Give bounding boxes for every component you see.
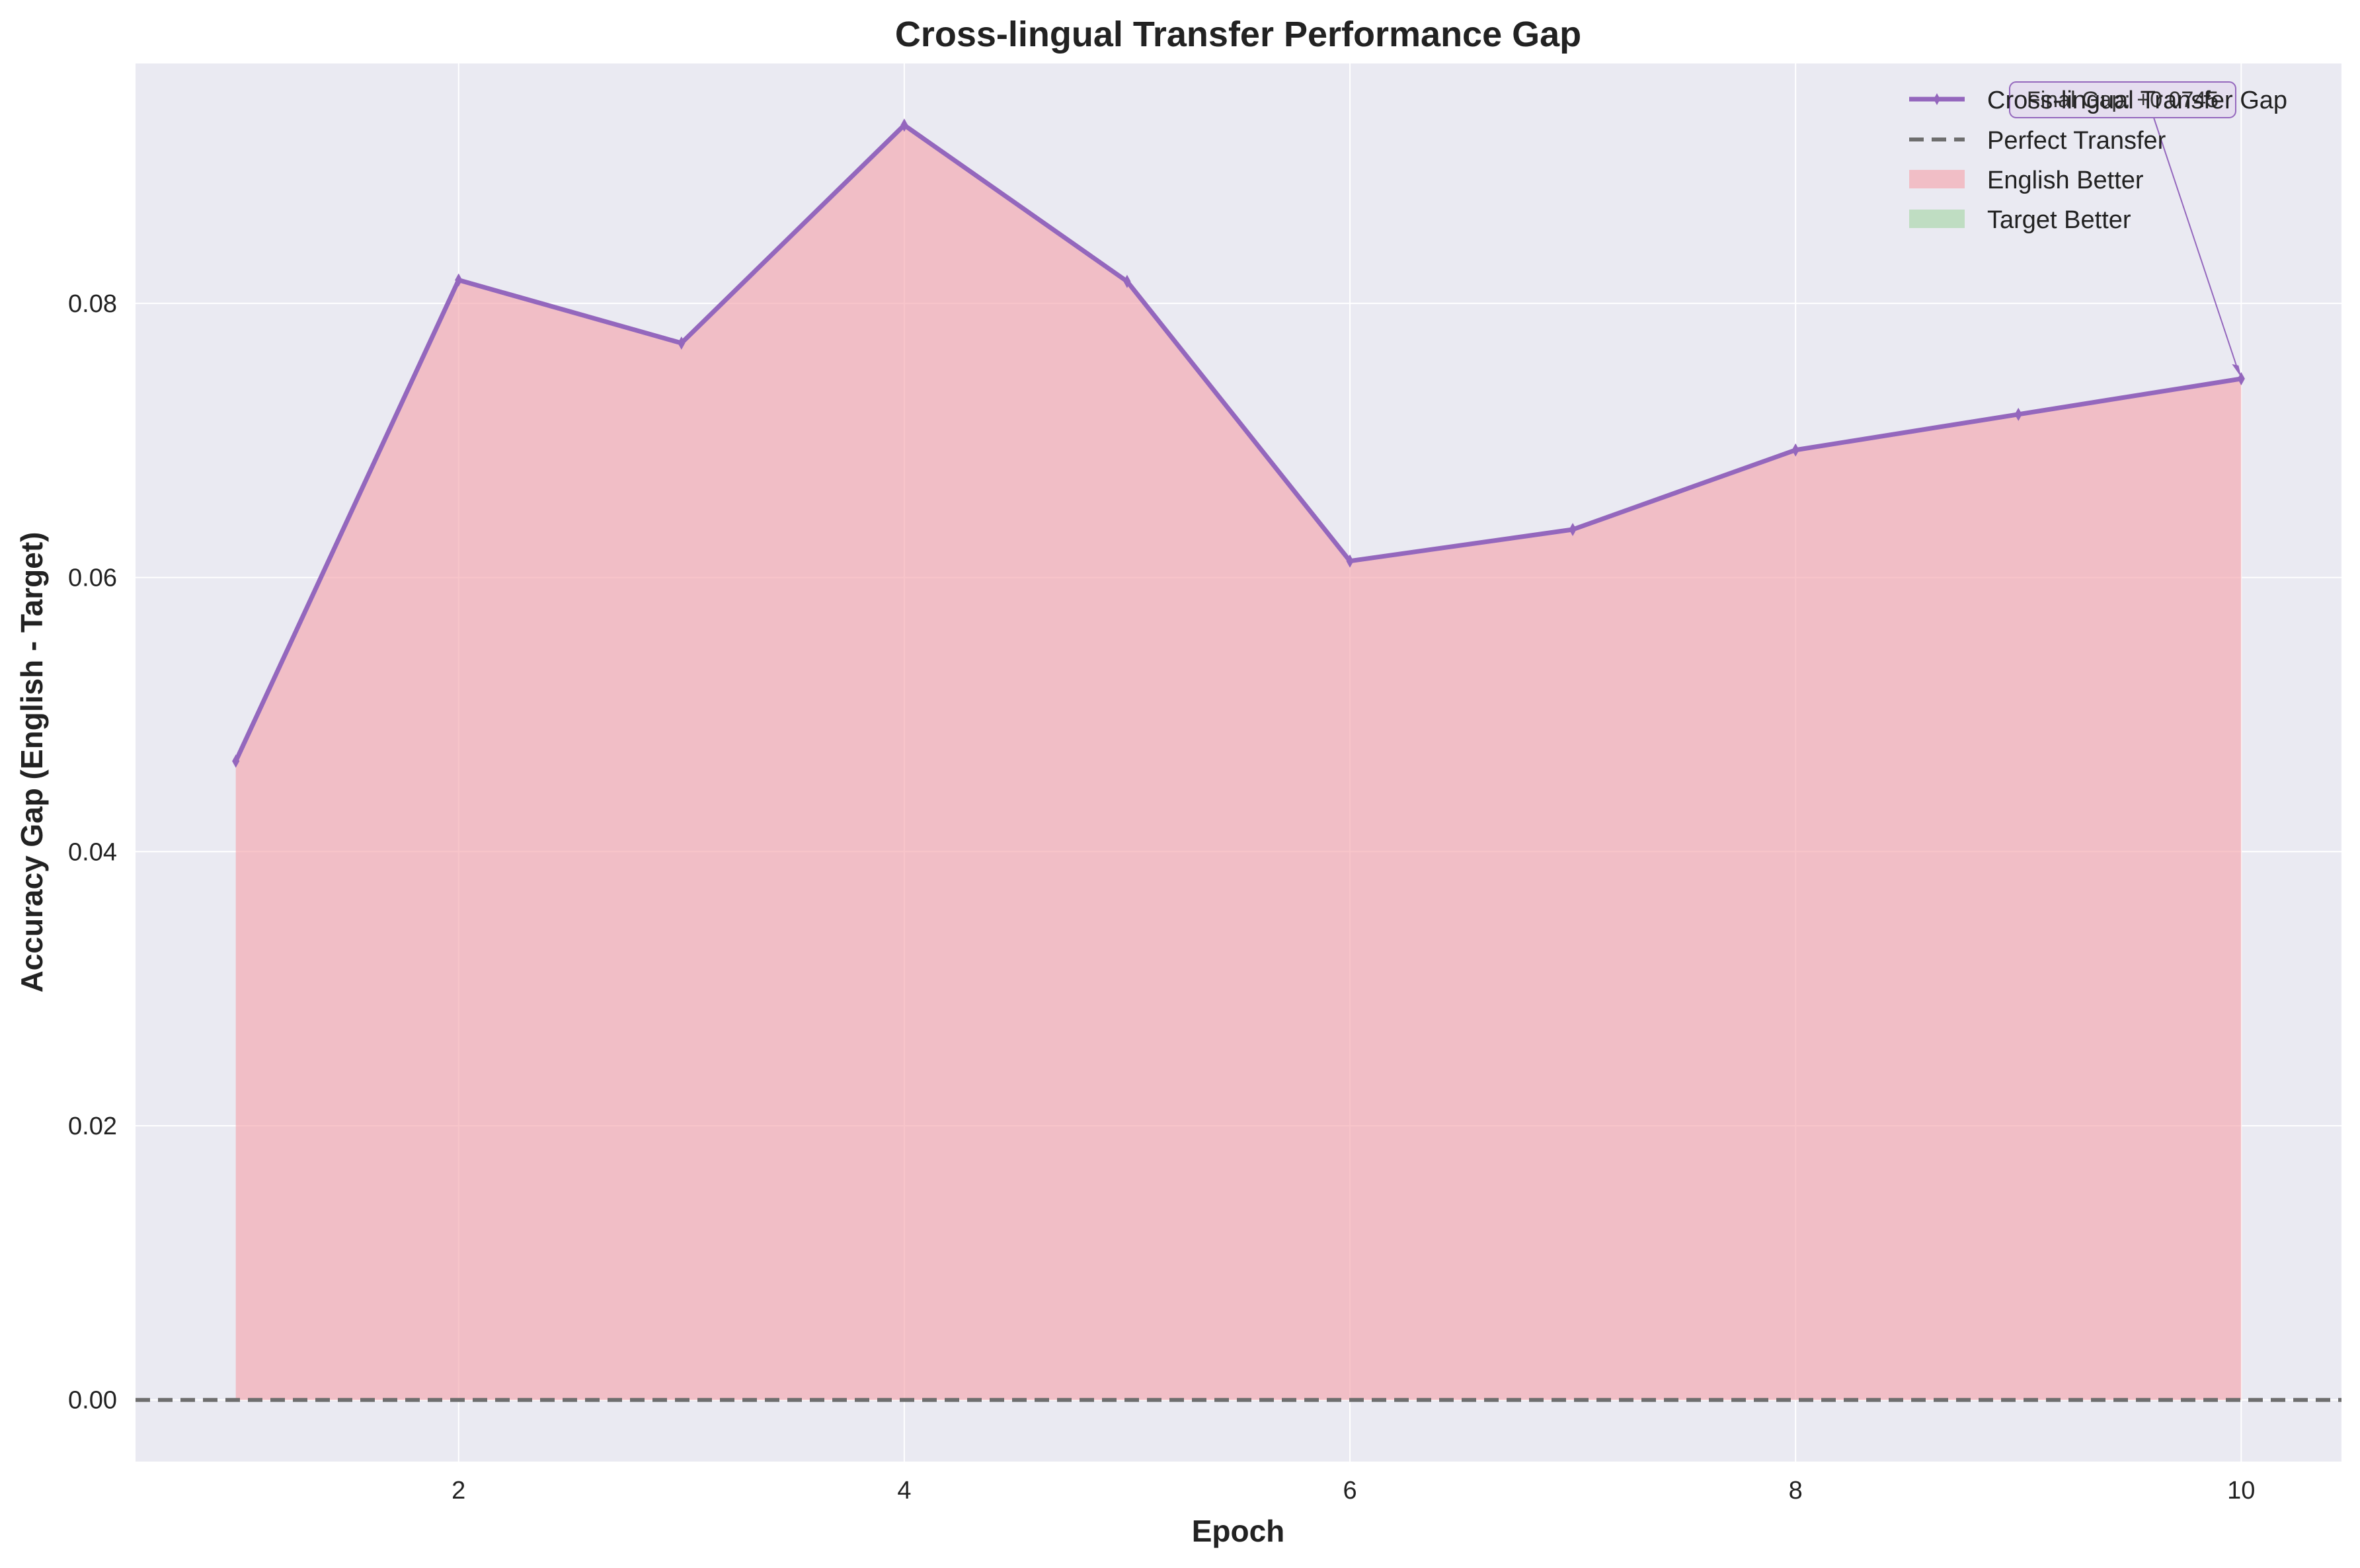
data-point-marker [1791, 443, 1799, 457]
data-point-marker [900, 118, 908, 132]
x-tick-label: 2 [452, 1477, 465, 1505]
x-tick-label: 4 [897, 1477, 911, 1505]
chart-title: Cross-lingual Transfer Performance Gap [895, 15, 1581, 54]
data-point-marker [2237, 372, 2245, 385]
data-point-marker [455, 273, 463, 287]
data-point-marker [232, 754, 240, 768]
marker-layer [232, 118, 2245, 768]
annotation-text: Final Gap: +0.0745 [2027, 87, 2219, 112]
legend-label: Perfect Transfer [1987, 127, 2166, 155]
data-point-marker [2014, 407, 2022, 421]
y-tick-label: 0.02 [68, 1113, 117, 1140]
annotation-arrow [2153, 117, 2240, 373]
x-tick-label: 10 [2227, 1477, 2255, 1505]
x-axis-label: Epoch [1192, 1514, 1285, 1548]
tick-layer: 2 4 6 8 10 0.00 0.02 0.04 0.06 0.08 [68, 290, 2255, 1505]
y-tick-label: 0.06 [68, 565, 117, 592]
annotation-arrowhead [2232, 364, 2242, 377]
fill-layer [235, 125, 2242, 1400]
y-tick-label: 0.04 [68, 838, 117, 866]
legend: Cross-lingual Transfer Gap Perfect Transf… [1909, 87, 2287, 234]
legend-swatch-target-better [1909, 210, 1965, 228]
data-point-marker [1346, 554, 1354, 568]
y-tick-label: 0.08 [68, 290, 117, 318]
annotation-layer: Final Gap: +0.0745 [2009, 81, 2242, 377]
transfer-gap-line [233, 122, 2244, 764]
english-better-area [235, 125, 2242, 1400]
line-layer [136, 122, 2341, 1402]
x-tick-label: 6 [1343, 1477, 1357, 1505]
legend-marker-transfer-gap [1934, 93, 1940, 105]
data-point-marker [1569, 522, 1577, 537]
data-point-marker [1123, 274, 1131, 288]
legend-label: Target Better [1987, 206, 2131, 234]
annotation-box [2009, 81, 2236, 118]
y-axis-label: Accuracy Gap (English - Target) [15, 532, 49, 993]
legend-label: English Better [1987, 167, 2144, 194]
legend-swatch-english-better [1909, 170, 1965, 188]
data-point-marker [678, 336, 686, 350]
x-tick-label: 8 [1789, 1477, 1803, 1505]
y-tick-label: 0.00 [68, 1387, 117, 1415]
legend-label: Cross-lingual Transfer Gap [1987, 87, 2287, 114]
